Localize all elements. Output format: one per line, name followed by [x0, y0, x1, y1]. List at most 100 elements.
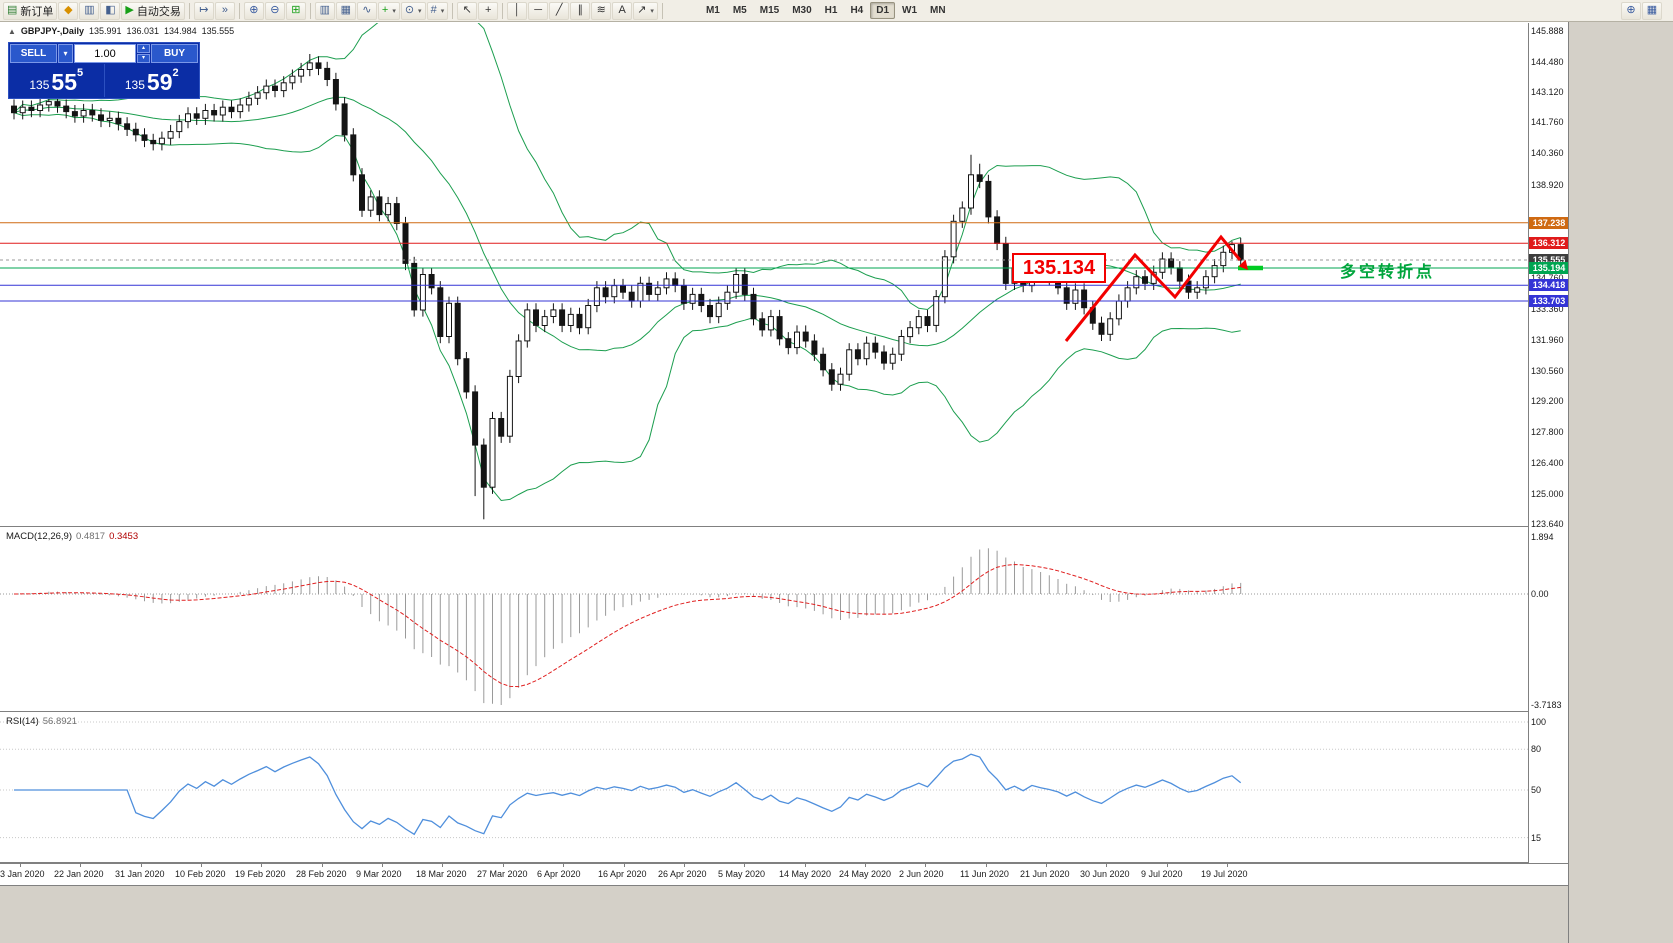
ask-price[interactable]: 135 59 2 — [105, 64, 200, 97]
price-level-badge: 137.238 — [1529, 217, 1569, 229]
price-level-badge: 135.194 — [1529, 262, 1569, 274]
cursor-button[interactable]: ↖ — [457, 1, 478, 20]
price-scale-label: 145.888 — [1531, 26, 1564, 36]
zoom-in-button[interactable]: ⊕ — [243, 1, 264, 20]
cursor-icon: ↖ — [462, 4, 472, 16]
time-axis-tick — [442, 864, 443, 867]
time-axis-tick — [1106, 864, 1107, 867]
rsi-pane-canvas[interactable] — [0, 712, 1528, 862]
price-annotation-label[interactable]: 135.134 — [1012, 253, 1106, 283]
pane-divider[interactable] — [0, 711, 1568, 712]
date-label: 6 Apr 2020 — [537, 869, 581, 879]
new-order-button[interactable]: ▤ 新订单 — [3, 1, 58, 20]
pane-divider[interactable] — [0, 526, 1568, 527]
timeframe-mn-button[interactable]: MN — [924, 2, 952, 19]
text-tool-button[interactable]: A — [612, 1, 633, 20]
date-label: 10 Feb 2020 — [175, 869, 226, 879]
market-watch-icon: ▥ — [84, 4, 95, 16]
indicators-list-button[interactable]: + ▾ — [377, 1, 400, 20]
vertical-line-tool-button[interactable]: │ — [507, 1, 528, 20]
toolbar-separator — [238, 2, 240, 19]
time-axis[interactable]: 3 Jan 2020 22 Jan 2020 31 Jan 2020 10 Feb 2… — [0, 863, 1568, 885]
toolbar-separator — [309, 2, 311, 19]
bollinger-lower-band — [13, 112, 1241, 502]
price-scale[interactable]: 145.888 144.480 143.120 141.760 140.360 138.9… — [1528, 23, 1569, 863]
new-window-icon: ▦ — [1646, 4, 1658, 16]
trend-zigzag-line[interactable] — [1064, 234, 1242, 342]
price-scale-label: 138.920 — [1531, 180, 1564, 190]
bid-prefix: 135 — [29, 78, 50, 92]
timeframe-m5-button[interactable]: M5 — [727, 2, 753, 19]
symbol-toggle-icon[interactable]: ▲ — [8, 26, 16, 36]
timeframe-d1-button[interactable]: D1 — [870, 2, 896, 19]
chart-shift-button[interactable]: ↦ — [193, 1, 214, 20]
date-label: 19 Feb 2020 — [235, 869, 286, 879]
volume-increase-button[interactable]: ▴ — [137, 44, 150, 53]
vertical-line-tool-icon: │ — [513, 4, 521, 16]
buy-button[interactable]: BUY — [151, 44, 198, 63]
timeframe-m30-button[interactable]: M30 — [786, 2, 817, 19]
autotrading-label: 自动交易 — [136, 5, 181, 18]
timeframe-h4-button[interactable]: H4 — [844, 2, 869, 19]
time-axis-tick — [80, 864, 81, 867]
price-scale-label: 126.400 — [1531, 458, 1564, 468]
periods-icon: ⊙ — [404, 4, 415, 16]
rsi-scale-label: 80 — [1531, 744, 1542, 754]
time-axis-tick — [563, 864, 564, 867]
channel-tool-button[interactable]: ∥ — [570, 1, 591, 20]
bid-price[interactable]: 135 55 5 — [9, 64, 104, 97]
time-axis-tick — [624, 864, 625, 867]
arrows-tool-button[interactable]: ↗ ▾ — [633, 1, 658, 20]
bar-chart-mode-icon: ▥ — [319, 4, 331, 16]
chart-shift-icon: ↦ — [199, 4, 209, 16]
timeframe-w1-button[interactable]: W1 — [896, 2, 923, 19]
market-watch-button[interactable]: ▥ — [79, 1, 100, 20]
autotrading-button[interactable]: ▶ 自动交易 — [121, 1, 185, 20]
crosshair-button[interactable]: + — [478, 1, 499, 20]
trendline-tool-button[interactable]: ╱ — [549, 1, 570, 20]
order-options-dropdown[interactable]: ▾ — [58, 44, 73, 63]
price-scale-label: 133.360 — [1531, 304, 1564, 314]
chart-templates-button[interactable]: # ▾ — [426, 1, 449, 20]
trade-controls-row: SELL ▾ ▴ ▾ BUY — [9, 43, 199, 64]
bollinger-middle-band — [13, 96, 1241, 352]
sell-button[interactable]: SELL — [10, 44, 57, 63]
caret-down-icon: ▾ — [418, 7, 422, 15]
timeframe-m1-button[interactable]: M1 — [700, 2, 726, 19]
time-axis-tick — [1167, 864, 1168, 867]
timeframe-h1-button[interactable]: H1 — [819, 2, 844, 19]
pivot-annotation-text[interactable]: 多空转折点 — [1340, 264, 1436, 281]
time-axis-tick — [20, 864, 21, 867]
tile-windows-button[interactable]: ⊞ — [285, 1, 306, 20]
caret-down-icon: ▾ — [392, 7, 396, 15]
zoom-out-button[interactable]: ⊖ — [264, 1, 285, 20]
macd-scale-min: -3.7183 — [1531, 700, 1562, 710]
time-axis-tick — [382, 864, 383, 867]
trend-arrow-head[interactable] — [1238, 259, 1248, 270]
timeframe-m15-button[interactable]: M15 — [754, 2, 785, 19]
toolbar-separator — [661, 2, 663, 19]
candlestick-mode-button[interactable]: ▦ — [335, 1, 356, 20]
bid-ask-display: 135 55 5 135 59 2 — [9, 64, 199, 97]
volume-decrease-button[interactable]: ▾ — [137, 54, 150, 63]
new-window-button[interactable]: ▦ — [1642, 1, 1662, 20]
pane-divider[interactable] — [0, 862, 1568, 863]
date-label: 2 Jun 2020 — [899, 869, 944, 879]
line-chart-mode-button[interactable]: ∿ — [356, 1, 377, 20]
horizontal-line-tool-icon: ─ — [534, 4, 543, 16]
main-chart-canvas[interactable] — [0, 23, 1528, 526]
volume-input[interactable] — [74, 44, 136, 63]
fibonacci-tool-icon: ≋ — [596, 4, 606, 16]
date-label: 11 Jun 2020 — [960, 869, 1009, 879]
caret-down-icon: ▾ — [63, 49, 68, 58]
fibonacci-tool-button[interactable]: ≋ — [591, 1, 612, 20]
bar-chart-mode-button[interactable]: ▥ — [314, 1, 335, 20]
search-button[interactable]: ⊕ — [1621, 1, 1641, 20]
auto-scroll-button[interactable]: » — [214, 1, 235, 20]
data-window-button[interactable]: ◧ — [100, 1, 121, 20]
periods-button[interactable]: ⊙ ▾ — [400, 1, 426, 20]
favorites-button[interactable]: ◆ — [58, 1, 79, 20]
auto-scroll-icon: » — [221, 4, 228, 16]
macd-pane-canvas[interactable] — [0, 527, 1528, 711]
horizontal-line-tool-button[interactable]: ─ — [528, 1, 549, 20]
